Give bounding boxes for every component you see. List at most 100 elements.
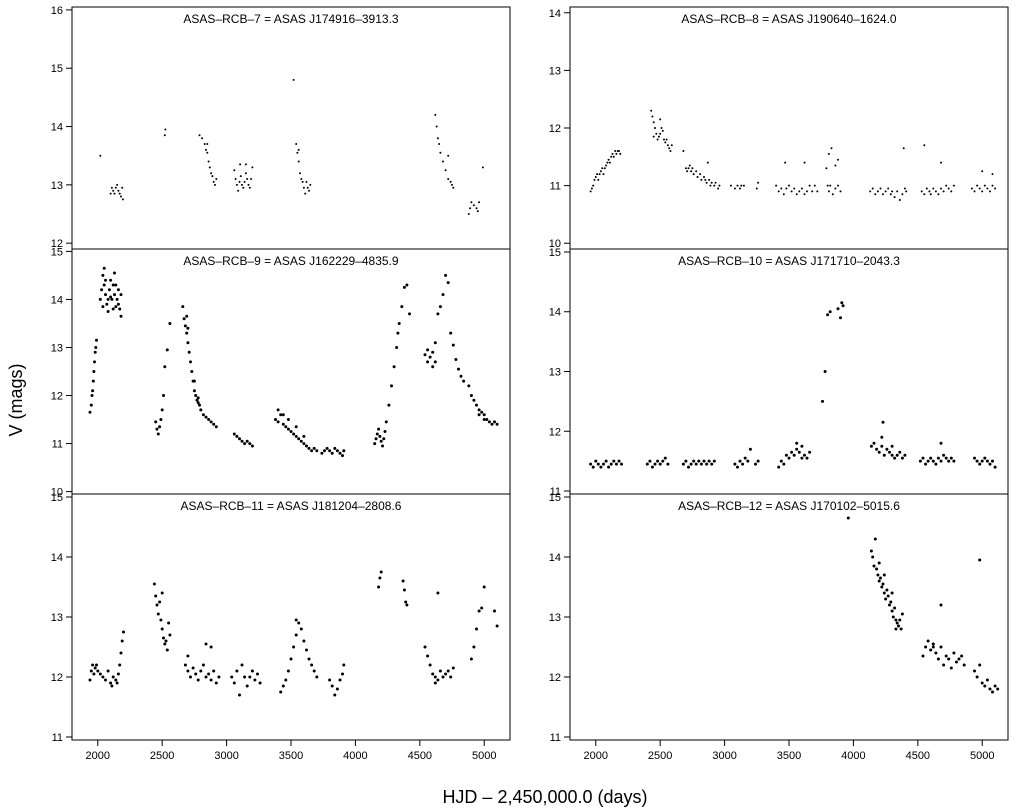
data-point — [106, 310, 110, 313]
data-point — [116, 302, 120, 306]
data-point — [186, 654, 190, 658]
data-point — [330, 451, 334, 455]
data-point — [696, 176, 699, 178]
data-point — [477, 408, 481, 412]
data-point — [903, 453, 907, 457]
data-point — [469, 657, 473, 661]
data-point — [211, 175, 214, 178]
y-tick-label: 12 — [549, 123, 561, 135]
data-point — [328, 449, 332, 453]
data-point — [258, 681, 262, 685]
data-point — [289, 657, 293, 661]
data-point — [981, 190, 984, 193]
data-point — [212, 180, 215, 183]
data-point — [116, 672, 120, 676]
data-point — [599, 465, 603, 469]
data-point — [659, 132, 662, 135]
data-point — [611, 152, 614, 155]
data-point — [162, 636, 165, 640]
y-tick-label: 11 — [550, 181, 561, 193]
data-point — [121, 198, 124, 201]
data-point — [602, 173, 605, 176]
data-point — [891, 190, 894, 193]
data-point — [884, 190, 887, 193]
data-point — [294, 425, 298, 429]
data-point — [821, 399, 824, 403]
data-point — [482, 418, 486, 421]
data-point — [704, 178, 707, 181]
data-point — [610, 155, 613, 158]
data-point — [167, 621, 171, 625]
data-point — [900, 612, 904, 616]
data-point — [428, 663, 432, 667]
data-point — [447, 154, 450, 157]
data-point — [438, 143, 441, 145]
data-point — [433, 675, 437, 679]
data-point — [116, 183, 119, 186]
data-point — [756, 459, 760, 463]
data-point — [653, 462, 657, 466]
data-point — [981, 170, 984, 173]
data-point — [155, 603, 159, 607]
data-point — [831, 193, 834, 196]
data-point — [183, 324, 187, 328]
data-point — [827, 152, 830, 155]
data-point — [163, 642, 167, 646]
data-point — [212, 422, 216, 426]
data-point — [877, 450, 881, 454]
data-point — [342, 663, 346, 667]
data-point — [120, 195, 122, 198]
panels-group: 12 13 14 15 16 ASAS–RCB–7 = ASAS J174916–3913… — [51, 5, 1009, 762]
data-point — [957, 657, 961, 661]
y-tick-label: 12 — [51, 391, 63, 403]
data-point — [451, 183, 453, 186]
data-point — [89, 669, 93, 673]
y-tick-label: 14 — [51, 552, 63, 564]
data-point — [168, 633, 172, 637]
data-point — [619, 152, 622, 155]
data-point — [944, 456, 948, 460]
data-point — [592, 184, 595, 187]
data-point — [834, 164, 837, 167]
data-point — [690, 170, 693, 173]
data-point — [589, 462, 593, 466]
data-point — [154, 420, 158, 424]
data-point — [325, 446, 329, 450]
data-point — [736, 465, 739, 469]
light-curve-panel-6: 11 12 13 14 15 2000 2500 3000 3500 4000 4500 5000 AS… — [549, 492, 1009, 762]
data-point — [101, 675, 105, 679]
data-point — [687, 465, 690, 469]
data-point — [777, 465, 781, 469]
data-point — [121, 186, 124, 189]
data-point — [164, 639, 168, 643]
data-point — [740, 184, 743, 187]
data-point — [775, 184, 778, 187]
data-point — [879, 187, 882, 190]
data-point — [204, 415, 208, 419]
x-tick-label: 3000 — [712, 750, 736, 762]
data-point — [614, 150, 617, 152]
data-point — [607, 158, 610, 161]
data-point — [684, 459, 688, 463]
data-point — [792, 453, 796, 457]
data-point — [154, 594, 158, 598]
data-point — [651, 115, 654, 118]
data-point — [659, 118, 662, 121]
data-point — [286, 418, 290, 421]
data-point — [235, 183, 238, 186]
data-point — [931, 642, 935, 646]
data-point — [214, 681, 218, 685]
data-point — [834, 187, 837, 190]
data-point — [238, 180, 241, 183]
data-point — [109, 278, 113, 282]
data-point — [433, 681, 437, 685]
data-point — [198, 134, 201, 137]
data-point — [210, 172, 213, 175]
data-point — [297, 437, 301, 441]
data-point — [248, 442, 252, 446]
data-point — [705, 462, 709, 466]
data-point — [96, 669, 100, 673]
data-point — [882, 193, 884, 196]
data-point — [444, 672, 448, 676]
